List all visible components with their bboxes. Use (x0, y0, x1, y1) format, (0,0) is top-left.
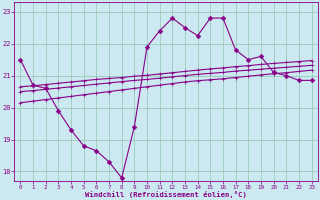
X-axis label: Windchill (Refroidissement éolien,°C): Windchill (Refroidissement éolien,°C) (85, 191, 247, 198)
